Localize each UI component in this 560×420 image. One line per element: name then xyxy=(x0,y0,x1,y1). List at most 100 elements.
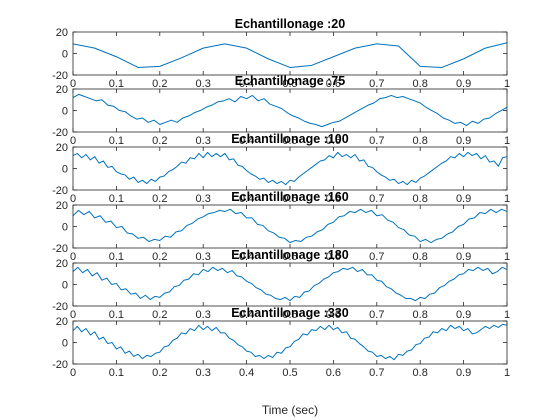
x-tick-label: 1 xyxy=(504,367,510,379)
x-tick-label: 0.7 xyxy=(369,251,384,263)
x-tick-label: 0 xyxy=(70,309,76,321)
x-tick-label: 0.4 xyxy=(239,367,254,379)
subplot: 0 0.1 0.2 0.3 0.4 0.5 0.6 0.7 0.8 0.9 1200-20Echan… xyxy=(52,17,510,90)
x-tick-label: 0.8 xyxy=(413,309,428,321)
y-tick-label: 0 xyxy=(62,49,68,61)
x-tick-label: 0.1 xyxy=(109,367,124,379)
x-tick-label: 0.5 xyxy=(282,367,297,379)
y-tick-label: -20 xyxy=(52,127,68,139)
x-tick-label: 0.7 xyxy=(369,193,384,205)
x-tick-label: 0.4 xyxy=(239,309,254,321)
x-tick-label: 0.4 xyxy=(239,78,254,90)
x-tick-label: 0.1 xyxy=(109,193,124,205)
x-tick-label: 0.6 xyxy=(326,78,341,90)
x-tick-label: 0.4 xyxy=(239,135,254,147)
x-tick-label: 0.1 xyxy=(109,309,124,321)
y-tick-label: 0 xyxy=(62,106,68,118)
y-tick-label: 0 xyxy=(62,280,68,292)
x-tick-label: 0.5 xyxy=(282,193,297,205)
x-tick-label: 0.6 xyxy=(326,367,341,379)
x-tick-label: 0.7 xyxy=(369,78,384,90)
x-tick-label: 0.8 xyxy=(413,193,428,205)
x-tick-label: 0.7 xyxy=(369,367,384,379)
y-tick-label: 20 xyxy=(56,27,68,39)
subplot: 0 0.1 0.2 0.3 0.4 0.5 0.6 0.7 0.8 0.9 1200-20Echan… xyxy=(52,132,510,205)
x-tick-label: 0.8 xyxy=(413,251,428,263)
x-tick-label: 0.6 xyxy=(326,309,341,321)
x-tick-label: 0.2 xyxy=(152,135,167,147)
x-tick-label: 0.5 xyxy=(282,309,297,321)
x-tick-label: 0.2 xyxy=(152,78,167,90)
x-tick-label: 0.9 xyxy=(456,78,471,90)
x-tick-label: 0.9 xyxy=(456,193,471,205)
x-tick-label: 0.6 xyxy=(326,135,341,147)
x-tick-label: 0.1 xyxy=(109,78,124,90)
y-tick-label: -20 xyxy=(52,185,68,197)
x-tick-label: 0.8 xyxy=(413,78,428,90)
y-tick-label: -20 xyxy=(52,359,68,371)
subplot-title: Echantillonage :100 xyxy=(231,132,348,146)
x-tick-label: 0.1 xyxy=(109,135,124,147)
x-tick-label: 0.1 xyxy=(109,251,124,263)
x-tick-label: 0.5 xyxy=(282,251,297,263)
x-tick-label: 0.3 xyxy=(196,193,211,205)
y-tick-label: -20 xyxy=(52,301,68,313)
y-tick-label: -20 xyxy=(52,70,68,82)
x-tick-label: 0.9 xyxy=(456,135,471,147)
series-line xyxy=(72,42,508,68)
x-tick-label: 0.2 xyxy=(152,251,167,263)
x-tick-label: 0.2 xyxy=(152,367,167,379)
subplot-title: Echantillonage :180 xyxy=(231,248,348,262)
series-line xyxy=(72,151,508,186)
x-tick-label: 1 xyxy=(504,135,510,147)
x-tick-label: 1 xyxy=(504,309,510,321)
series-line xyxy=(72,266,508,302)
y-tick-label: -20 xyxy=(52,243,68,255)
subplot: 0 0.1 0.2 0.3 0.4 0.5 0.6 0.7 0.8 0.9 1200-20Echan… xyxy=(52,248,510,321)
subplot-title: Echantillonage :20 xyxy=(235,17,345,31)
y-tick-label: 20 xyxy=(56,142,68,154)
x-tick-label: 0 xyxy=(70,367,76,379)
y-tick-label: 20 xyxy=(56,200,68,212)
x-tick-label: 0 xyxy=(70,193,76,205)
x-tick-label: 0 xyxy=(70,251,76,263)
x-tick-label: 0 xyxy=(70,78,76,90)
series-line xyxy=(72,208,508,244)
x-tick-label: 0.9 xyxy=(456,367,471,379)
x-tick-label: 0.8 xyxy=(413,135,428,147)
x-tick-label: 0.2 xyxy=(152,193,167,205)
x-tick-label: 1 xyxy=(504,193,510,205)
x-tick-label: 0.3 xyxy=(196,135,211,147)
y-tick-label: 0 xyxy=(62,338,68,350)
x-tick-label: 1 xyxy=(504,78,510,90)
series-line xyxy=(72,323,508,361)
subplot-title: Echantillonage :330 xyxy=(231,306,348,320)
x-tick-label: 0.7 xyxy=(369,309,384,321)
x-tick-label: 1 xyxy=(504,251,510,263)
x-tick-label: 0.6 xyxy=(326,193,341,205)
x-tick-label: 0.2 xyxy=(152,309,167,321)
x-tick-label: 0.4 xyxy=(239,193,254,205)
y-tick-label: 20 xyxy=(56,316,68,328)
x-tick-label: 0 xyxy=(70,135,76,147)
x-tick-label: 0.4 xyxy=(239,251,254,263)
y-tick-label: 20 xyxy=(56,258,68,270)
y-tick-label: 0 xyxy=(62,222,68,234)
x-tick-label: 0.8 xyxy=(413,367,428,379)
x-tick-label: 0.5 xyxy=(282,78,297,90)
x-tick-label: 0.5 xyxy=(282,135,297,147)
x-tick-label: 0.3 xyxy=(196,309,211,321)
y-tick-label: 20 xyxy=(56,84,68,96)
x-tick-label: 0.9 xyxy=(456,309,471,321)
subplot-title: Echantillonage :160 xyxy=(231,190,348,204)
subplot: 0 0.1 0.2 0.3 0.4 0.5 0.6 0.7 0.8 0.9 1200-20Echan… xyxy=(52,74,510,147)
subplots-group: 0 0.1 0.2 0.3 0.4 0.5 0.6 0.7 0.8 0.9 1200-20Echan… xyxy=(52,17,510,379)
x-axis-label: Time (sec) xyxy=(262,403,318,417)
x-tick-label: 0.3 xyxy=(196,251,211,263)
subplot: 0 0.1 0.2 0.3 0.4 0.5 0.6 0.7 0.8 0.9 1200-20Echan… xyxy=(52,190,510,263)
subplot-title: Echantillonage :75 xyxy=(235,74,345,88)
subplot: 0 0.1 0.2 0.3 0.4 0.5 0.6 0.7 0.8 0.9 1200-20Echan… xyxy=(52,306,510,379)
series-line xyxy=(72,93,508,128)
